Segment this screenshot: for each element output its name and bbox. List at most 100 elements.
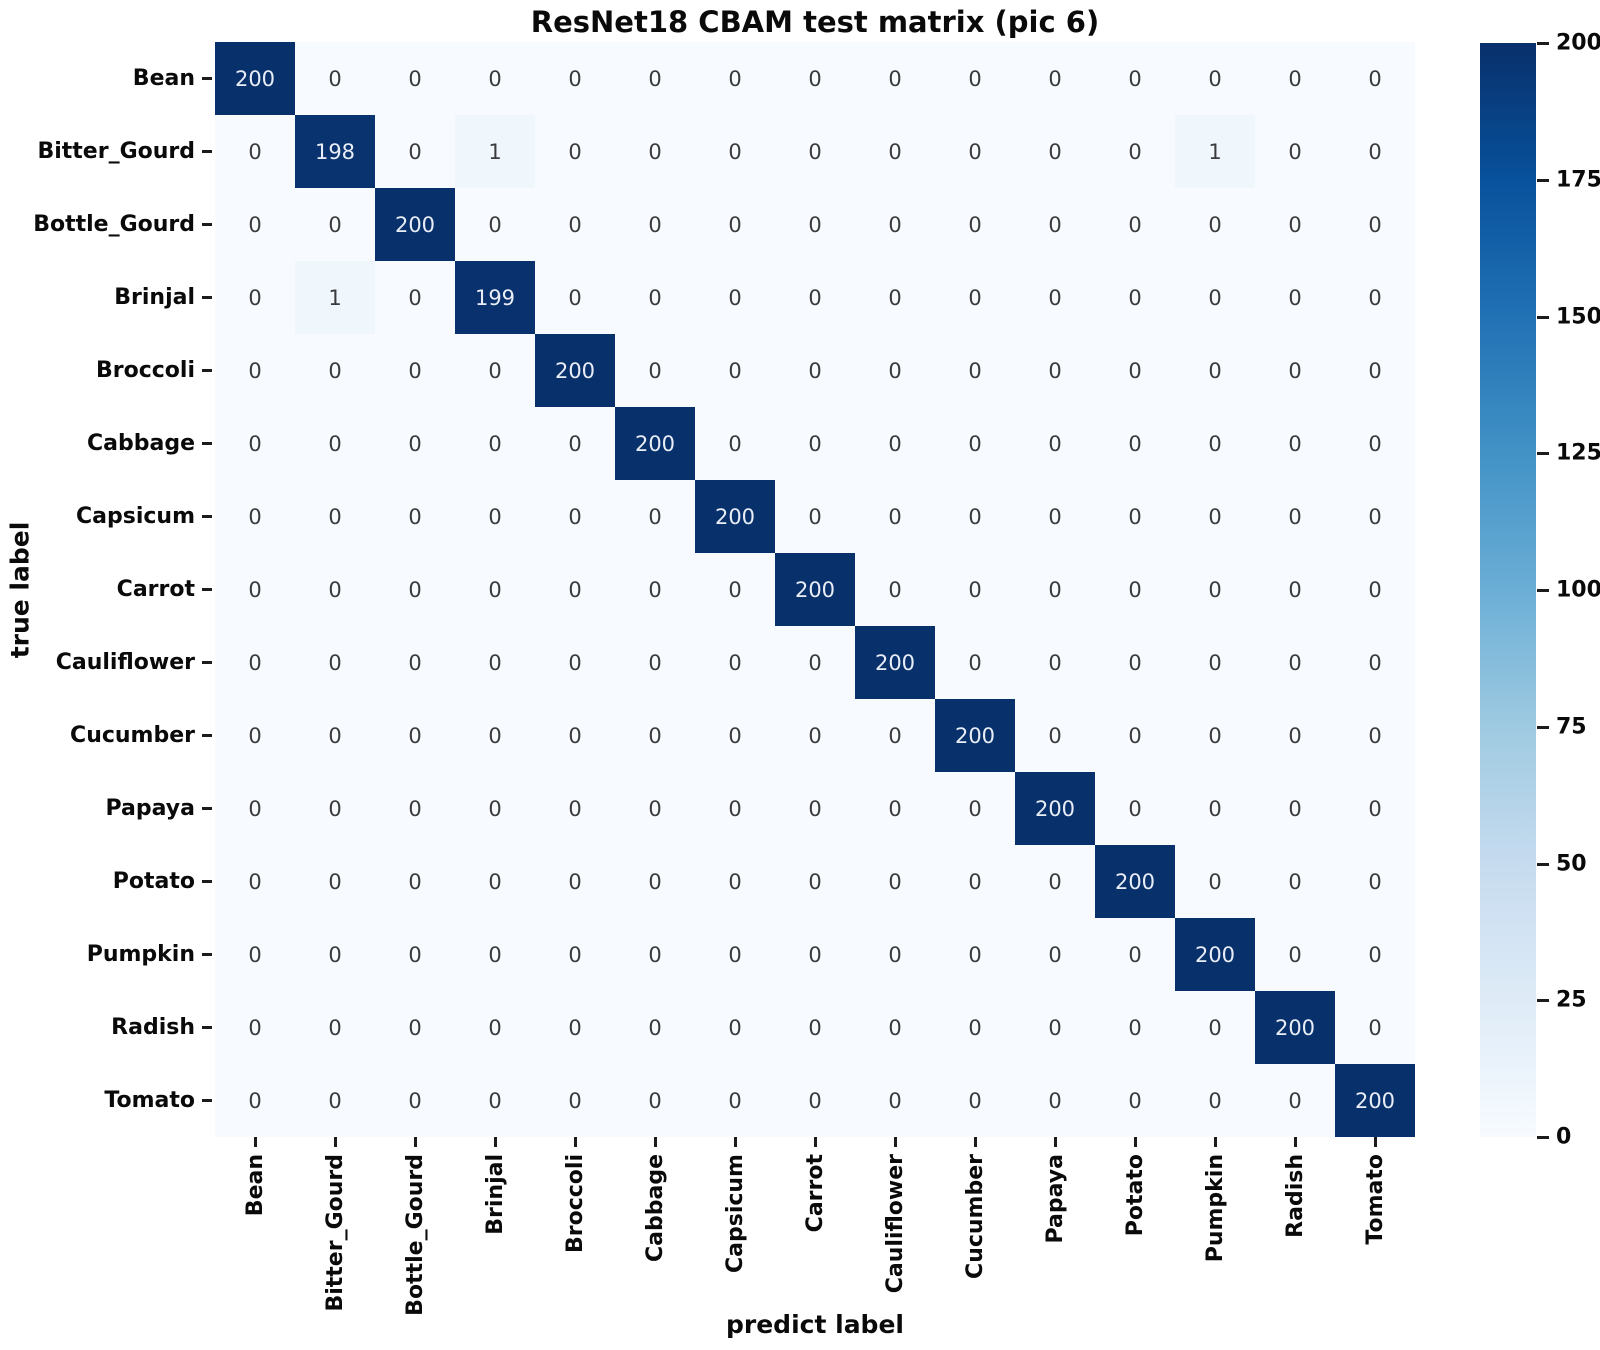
matrix-cell: 0: [855, 261, 935, 334]
matrix-cell: 0: [1175, 845, 1255, 918]
matrix-cell: 0: [535, 115, 615, 188]
matrix-cell: 0: [775, 1064, 855, 1137]
col-label: Potato: [1095, 1137, 1175, 1316]
matrix-cell: 200: [615, 407, 695, 480]
row-label: Cucumber: [0, 699, 214, 772]
matrix-cell: 1: [1175, 115, 1255, 188]
x-tick-mark: [573, 1137, 577, 1147]
matrix-cell: 0: [1175, 1064, 1255, 1137]
matrix-cell: 0: [695, 772, 775, 845]
x-tick-mark: [1293, 1137, 1297, 1147]
col-label: Capsicum: [695, 1137, 775, 1316]
matrix-cell: 0: [1175, 699, 1255, 772]
matrix-cell: 0: [935, 845, 1015, 918]
y-tick-mark: [202, 953, 212, 956]
matrix-cell: 0: [1095, 407, 1175, 480]
colorbar-tick-label: 100: [1556, 577, 1600, 603]
matrix-cell: 0: [535, 480, 615, 553]
matrix-cell: 0: [535, 42, 615, 115]
matrix-cell: 0: [1255, 626, 1335, 699]
matrix-cell: 0: [535, 699, 615, 772]
matrix-cell: 0: [295, 188, 375, 261]
matrix-cell: 0: [775, 845, 855, 918]
matrix-cell: 0: [615, 480, 695, 553]
matrix-cell: 0: [695, 42, 775, 115]
matrix-cell: 0: [215, 1064, 295, 1137]
matrix-cell: 0: [1095, 334, 1175, 407]
matrix-cell: 0: [295, 42, 375, 115]
matrix-cell: 0: [215, 261, 295, 334]
matrix-cell: 0: [775, 918, 855, 991]
matrix-cell: 0: [1255, 261, 1335, 334]
matrix-cell: 0: [535, 261, 615, 334]
colorbar-tick-label: 200: [1556, 30, 1600, 56]
matrix-cell: 0: [295, 407, 375, 480]
matrix-cell: 0: [855, 480, 935, 553]
matrix-cell: 0: [375, 115, 455, 188]
x-tick-mark: [733, 1137, 737, 1147]
matrix-cell: 0: [855, 1064, 935, 1137]
y-tick-mark: [202, 369, 212, 372]
col-label: Cucumber: [935, 1137, 1015, 1316]
matrix-cell: 0: [215, 407, 295, 480]
matrix-cell: 0: [1095, 115, 1175, 188]
matrix-cell: 200: [935, 699, 1015, 772]
matrix-cell: 0: [375, 991, 455, 1064]
matrix-cell: 0: [1015, 553, 1095, 626]
matrix-cell: 0: [1255, 407, 1335, 480]
matrix-cell: 0: [1335, 626, 1415, 699]
col-label: Brinjal: [455, 1137, 535, 1316]
matrix-cell: 0: [215, 188, 295, 261]
col-label: Cauliflower: [855, 1137, 935, 1316]
matrix-cell: 0: [855, 115, 935, 188]
matrix-cell: 0: [1015, 42, 1095, 115]
y-tick-mark: [202, 296, 212, 299]
x-tick-mark: [893, 1137, 897, 1147]
matrix-cell: 0: [935, 480, 1015, 553]
y-tick-mark: [202, 223, 212, 226]
matrix-cell: 0: [695, 115, 775, 188]
matrix-cell: 0: [535, 991, 615, 1064]
matrix-cell: 0: [375, 553, 455, 626]
matrix-cell: 0: [1335, 699, 1415, 772]
matrix-cell: 0: [375, 334, 455, 407]
matrix-cell: 0: [615, 1064, 695, 1137]
matrix-cell: 0: [1175, 188, 1255, 261]
colorbar-tick-mark: [1537, 725, 1549, 729]
matrix-cell: 0: [535, 772, 615, 845]
matrix-cell: 0: [855, 772, 935, 845]
matrix-cell: 0: [695, 188, 775, 261]
matrix-cell: 0: [1095, 480, 1175, 553]
matrix-cell: 200: [695, 480, 775, 553]
y-tick-mark: [202, 1099, 212, 1102]
matrix-cell: 0: [215, 626, 295, 699]
matrix-cell: 199: [455, 261, 535, 334]
matrix-cell: 0: [295, 845, 375, 918]
matrix-cell: 0: [455, 699, 535, 772]
y-tick-mark: [202, 588, 212, 591]
col-label: Cabbage: [615, 1137, 695, 1316]
y-tick-mark: [202, 150, 212, 153]
matrix-cell: 0: [775, 188, 855, 261]
matrix-cell: 0: [535, 845, 615, 918]
matrix-cell: 0: [215, 553, 295, 626]
y-tick-mark: [202, 515, 212, 518]
x-axis-title: predict label: [726, 1310, 904, 1339]
matrix-cell: 0: [295, 480, 375, 553]
matrix-cell: 0: [1095, 553, 1175, 626]
x-tick-mark: [1373, 1137, 1377, 1147]
matrix-cell: 0: [375, 918, 455, 991]
matrix-cell: 0: [375, 626, 455, 699]
matrix-cell: 0: [1095, 626, 1175, 699]
row-label: Brinjal: [0, 261, 214, 334]
matrix-cell: 0: [1335, 407, 1415, 480]
x-tick-mark: [1053, 1137, 1057, 1147]
matrix-cell: 0: [615, 334, 695, 407]
matrix-cell: 0: [215, 918, 295, 991]
matrix-cell: 0: [615, 42, 695, 115]
matrix-cell: 0: [1015, 407, 1095, 480]
matrix-cell: 0: [1095, 1064, 1175, 1137]
matrix-cell: 200: [775, 553, 855, 626]
matrix-cell: 0: [1335, 918, 1415, 991]
matrix-cell: 0: [1015, 115, 1095, 188]
